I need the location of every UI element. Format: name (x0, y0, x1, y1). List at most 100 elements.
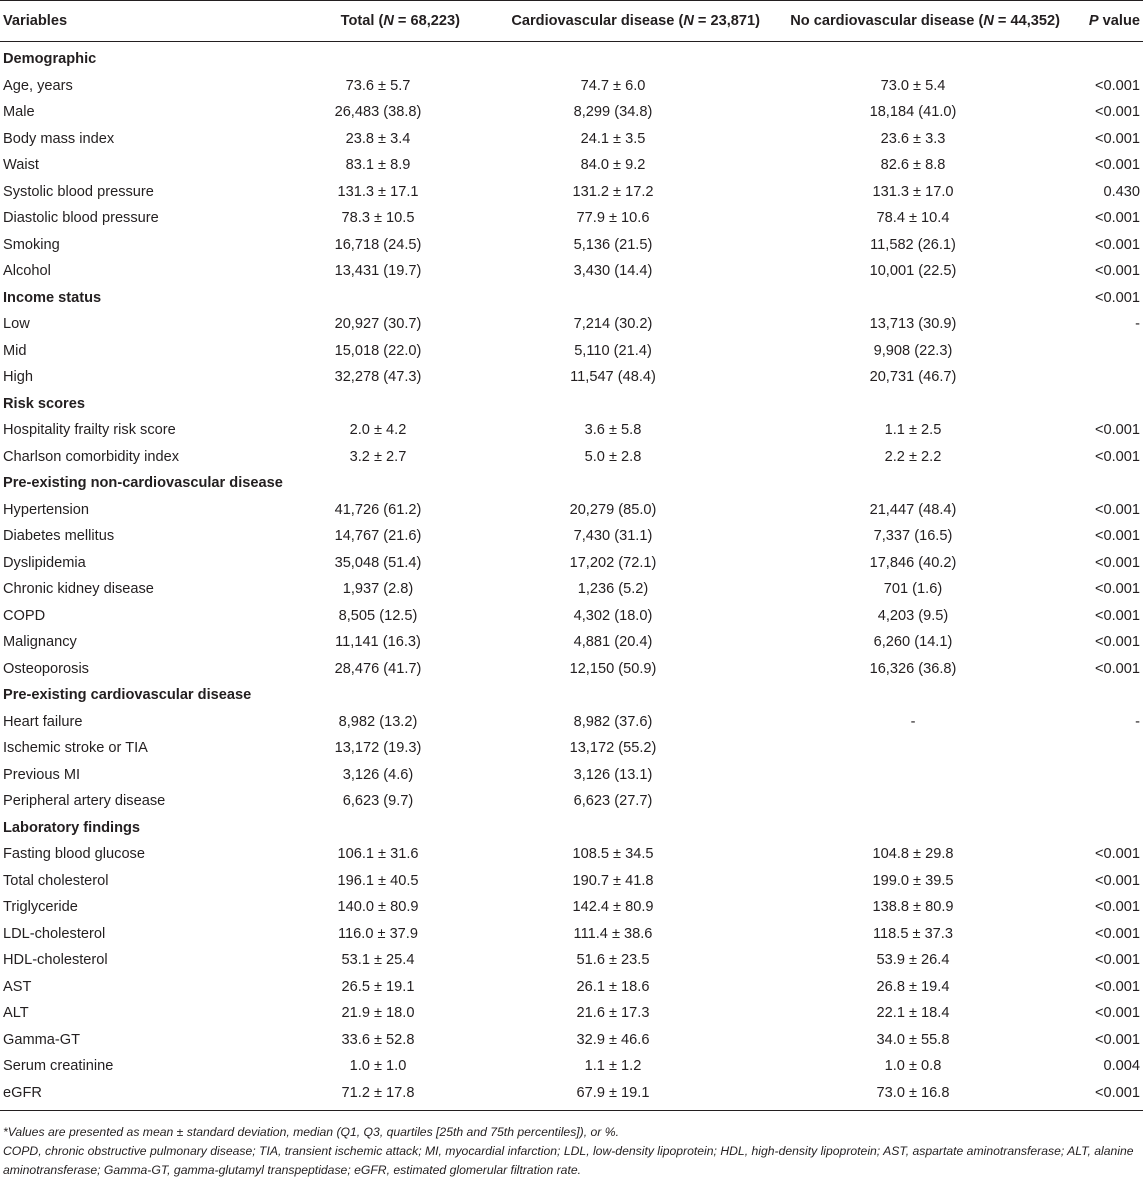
cell-cardiovascular-disease (463, 815, 763, 842)
cell-total (293, 391, 463, 418)
cell-p-value: <0.001 (1094, 422, 1140, 439)
cell-total: 23.8 ± 3.4 (345, 130, 411, 147)
cell-cardiovascular-disease: 190.7 ± 41.8 (572, 872, 654, 889)
cell-no-cardiovascular-disease: 7,337 (16.5) (873, 528, 953, 545)
cell-total: 3,126 (4.6) (342, 766, 414, 783)
cell-p-value: - (1135, 316, 1140, 333)
cell-total: 73.6 ± 5.7 (345, 77, 411, 94)
variable-label: Mid (3, 342, 27, 359)
cell-total: 21.9 ± 18.0 (341, 1005, 415, 1022)
cell-no-cardiovascular-disease: 73.0 ± 16.8 (763, 1079, 1063, 1111)
cell-p-value: <0.001 (1094, 1005, 1140, 1022)
variable-label: Waist (3, 157, 39, 174)
cell-cardiovascular-disease: 24.1 ± 3.5 (580, 130, 646, 147)
variable-label: Dyslipidemia (3, 554, 86, 571)
cell-p-value: <0.001 (1094, 448, 1140, 465)
cell-no-cardiovascular-disease (763, 42, 1063, 73)
cell-total: 11,141 (16.3) (335, 634, 421, 651)
header-variables: Variables (0, 0, 293, 42)
cell-total: 32,278 (47.3) (334, 369, 422, 386)
section-label: Income status (3, 289, 102, 306)
table-row: AST 26.5 ± 19.1 26.1 ± 18.6 26.8 ± 19.4 <0.0… (0, 974, 1143, 1001)
variable-label: Fasting blood glucose (3, 846, 145, 863)
cell-cardiovascular-disease (463, 682, 763, 709)
cell-total: 1.0 ± 1.0 (349, 1058, 407, 1075)
cell-p-value: <0.001 (1094, 104, 1140, 121)
cell-cardiovascular-disease: 7,214 (30.2) (573, 316, 653, 333)
cell-total (293, 470, 463, 497)
cell-total: 13,431 (19.7) (334, 263, 422, 280)
cell-total: 8,982 (13.2) (338, 713, 418, 730)
cell-p-value (1063, 470, 1143, 497)
section-header-row: Pre-existing cardiovascular disease (0, 682, 1143, 709)
cell-total: 20,927 (30.7) (334, 316, 422, 333)
header-p-value: P value (1063, 0, 1143, 42)
cell-total: 35,048 (51.4) (334, 554, 422, 571)
table-row: Low 20,927 (30.7) 7,214 (30.2) 13,713 (30.9… (0, 311, 1143, 338)
cell-cardiovascular-disease: 7,430 (31.1) (573, 528, 653, 545)
section-label: Demographic (3, 51, 97, 68)
cell-p-value: <0.001 (1094, 501, 1140, 518)
table-row: Systolic blood pressure 131.3 ± 17.1 131.2… (0, 179, 1143, 206)
cell-cardiovascular-disease: 77.9 ± 10.6 (576, 210, 650, 227)
cell-cardiovascular-disease: 131.2 ± 17.2 (572, 183, 654, 200)
cell-no-cardiovascular-disease: 78.4 ± 10.4 (876, 210, 950, 227)
cell-p-value: <0.001 (1094, 634, 1140, 651)
cell-cardiovascular-disease: 20,279 (85.0) (569, 501, 657, 518)
cell-no-cardiovascular-disease (763, 762, 1063, 789)
cell-no-cardiovascular-disease: 13,713 (30.9) (869, 316, 957, 333)
cell-no-cardiovascular-disease: 131.3 ± 17.0 (872, 183, 954, 200)
table-body: Demographic Age, years 73.6 ± 5.7 74.7 ± 6.… (0, 42, 1143, 1111)
table-row: Diabetes mellitus 14,767 (21.6) 7,430 (31.… (0, 523, 1143, 550)
cell-cardiovascular-disease: 84.0 ± 9.2 (580, 157, 646, 174)
cell-no-cardiovascular-disease (763, 815, 1063, 842)
header-total: Total (N = 68,223) (293, 0, 463, 42)
cell-p-value: <0.001 (1094, 210, 1140, 227)
table-row: Smoking 16,718 (24.5) 5,136 (21.5) 11,582 (… (0, 232, 1143, 259)
cell-cardiovascular-disease: 67.9 ± 19.1 (463, 1079, 763, 1111)
cell-cardiovascular-disease: 5,110 (21.4) (574, 342, 652, 359)
cell-cardiovascular-disease (463, 391, 763, 418)
variable-label: Systolic blood pressure (3, 183, 154, 200)
variable-label: Diastolic blood pressure (3, 210, 159, 227)
cell-p-value: 0.004 (1103, 1058, 1140, 1075)
variable-label: Hypertension (3, 501, 89, 518)
table-row: Serum creatinine 1.0 ± 1.0 1.1 ± 1.2 1.0 ± … (0, 1053, 1143, 1080)
cell-no-cardiovascular-disease (763, 285, 1063, 312)
cell-total: 83.1 ± 8.9 (345, 157, 411, 174)
cell-total: 13,172 (19.3) (334, 740, 422, 757)
cell-cardiovascular-disease: 13,172 (55.2) (569, 740, 657, 757)
variable-label: Heart failure (3, 713, 83, 730)
table-row: ALT 21.9 ± 18.0 21.6 ± 17.3 22.1 ± 18.4 <0.0… (0, 1000, 1143, 1027)
cell-p-value: <0.001 (1094, 607, 1140, 624)
cell-total: 1,937 (2.8) (342, 581, 414, 598)
data-table: Variables Total (N = 68,223) Cardiovascu… (0, 0, 1143, 1111)
cell-p-value: <0.001 (1094, 157, 1140, 174)
variable-label: Body mass index (3, 130, 115, 147)
cell-no-cardiovascular-disease: 1.0 ± 0.8 (884, 1058, 942, 1075)
table-row: Charlson comorbidity index 3.2 ± 2.7 5.0 ±… (0, 444, 1143, 471)
section-label: Pre-existing non-cardiovascular disease (3, 475, 283, 492)
cell-p-value: - (1135, 713, 1140, 730)
cell-cardiovascular-disease: 111.4 ± 38.6 (573, 925, 653, 942)
cell-p-value: 0.430 (1103, 183, 1140, 200)
cell-total: 6,623 (9.7) (342, 793, 414, 810)
table-row: Gamma-GT 33.6 ± 52.8 32.9 ± 46.6 34.0 ± 55.… (0, 1027, 1143, 1054)
cell-cardiovascular-disease: 32.9 ± 46.6 (576, 1031, 650, 1048)
variable-label: Age, years (3, 77, 73, 94)
cell-no-cardiovascular-disease: 199.0 ± 39.5 (872, 872, 954, 889)
cell-p-value: <0.001 (1094, 77, 1140, 94)
cell-p-value: <0.001 (1094, 236, 1140, 253)
variable-label: LDL-cholesterol (3, 925, 106, 942)
table-row: Age, years 73.6 ± 5.7 74.7 ± 6.0 73.0 ± 5.4… (0, 73, 1143, 100)
variable-label: Hospitality frailty risk score (3, 422, 176, 439)
variable-label: Smoking (3, 236, 60, 253)
cell-p-value: <0.001 (1094, 846, 1140, 863)
cell-p-value: <0.001 (1094, 528, 1140, 545)
table-row: Dyslipidemia 35,048 (51.4) 17,202 (72.1) 17… (0, 550, 1143, 577)
cell-total: 78.3 ± 10.5 (341, 210, 415, 227)
variable-label: Triglyceride (3, 899, 78, 916)
variable-label: Gamma-GT (3, 1031, 81, 1048)
table-row: Waist 83.1 ± 8.9 84.0 ± 9.2 82.6 ± 8.8 <0.00… (0, 152, 1143, 179)
section-header-row: Income status <0.001 (0, 285, 1143, 312)
